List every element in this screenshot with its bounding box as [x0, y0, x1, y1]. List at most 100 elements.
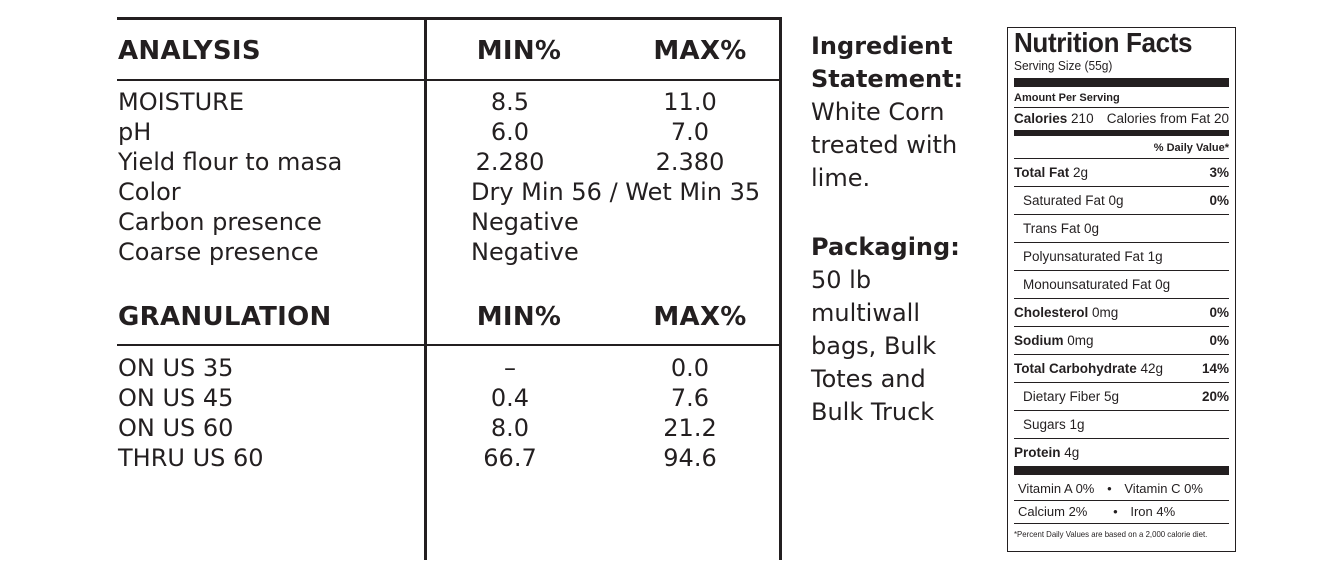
serving-size: Serving Size (55g) [1014, 58, 1113, 73]
total-carb-pct: 14% [1201, 361, 1229, 376]
granulation-header-max: MAX% [653, 302, 747, 332]
monounsaturated-fat-row: Monounsaturated Fat 0g [1014, 271, 1229, 299]
cholesterol-row: Cholesterol 0mg 0% [1014, 299, 1229, 327]
calories-from-fat: Calories from Fat 20 [1106, 111, 1229, 126]
granulation-row-min: – [504, 354, 516, 382]
ingredient-text-line: lime. [811, 164, 871, 192]
granulation-row-label: ON US 60 [118, 414, 234, 442]
column-divider-left [424, 17, 427, 560]
protein-amount: 4g [1064, 445, 1080, 460]
sodium-label: Sodium [1014, 333, 1064, 348]
granulation-header-label: GRANULATION [118, 302, 332, 332]
analysis-row-min: 2.280 [475, 148, 545, 176]
granulation-row-max: 94.6 [663, 444, 717, 472]
granulation-row-min: 0.4 [490, 384, 530, 412]
packaging-text-line: bags, Bulk [811, 332, 937, 360]
saturated-fat-label: Saturated Fat 0g [1023, 193, 1124, 208]
total-fat: Total Fat 2g [1014, 159, 1088, 186]
calories-row: Calories 210 Calories from Fat 20 [1014, 108, 1229, 131]
granulation-row-max: 7.6 [670, 384, 710, 412]
footnote: *Percent Daily Values are based on a 2,0… [1014, 529, 1208, 539]
analysis-row-label: Coarse presence [118, 238, 319, 266]
analysis-row-label: Color [118, 178, 181, 206]
total-fat-row: Total Fat 2g 3% [1014, 159, 1229, 187]
daily-value-header-row: % Daily Value* [1014, 136, 1229, 159]
monounsaturated-fat-label: Monounsaturated Fat 0g [1023, 277, 1171, 292]
packaging-heading: Packaging: [811, 233, 960, 261]
thick-divider [1014, 466, 1229, 475]
protein-row: Protein 4g [1014, 439, 1229, 466]
trans-fat-row: Trans Fat 0g [1014, 215, 1229, 243]
total-carb-row: Total Carbohydrate 42g 14% [1014, 355, 1229, 383]
analysis-row-max: 7.0 [670, 118, 710, 146]
minerals-row: Calcium 2% • Iron 4% [1014, 501, 1229, 524]
analysis-row-label: MOISTURE [118, 88, 244, 116]
granulation-row-max: 21.2 [663, 414, 717, 442]
cholesterol-label: Cholesterol [1014, 305, 1089, 320]
ingredient-heading-line1: Ingredient [811, 32, 953, 60]
daily-value-header: % Daily Value* [1153, 142, 1229, 154]
bullet-separator: • [1113, 504, 1118, 519]
granulation-header-min: MIN% [476, 302, 562, 332]
polyunsaturated-fat-row: Polyunsaturated Fat 1g [1014, 243, 1229, 271]
cholesterol-amount: 0mg [1092, 305, 1119, 320]
protein-label: Protein [1014, 445, 1061, 460]
granulation-row-min: 66.7 [483, 444, 537, 472]
ingredient-statement: Ingredient Statement: White Corn treated… [811, 30, 981, 195]
granulation-row-max: 0.0 [670, 354, 710, 382]
total-carb: Total Carbohydrate 42g [1014, 355, 1163, 382]
dietary-fiber-pct: 20% [1201, 389, 1229, 404]
total-fat-pct: 3% [1209, 165, 1229, 180]
packaging-text-line: 50 lb [811, 266, 872, 294]
ingredient-heading-line2: Statement: [811, 65, 964, 93]
total-fat-amount: 2g [1073, 165, 1089, 180]
analysis-row-min: 6.0 [490, 118, 530, 146]
granulation-header-rule [117, 344, 781, 346]
analysis-row-value: Negative [471, 238, 579, 266]
saturated-fat-pct: 0% [1209, 193, 1229, 208]
vitamin-c: Vitamin C 0% [1124, 481, 1203, 496]
table-top-rule [117, 17, 781, 20]
packaging-text-line: Totes and [811, 365, 926, 393]
granulation-row-label: ON US 35 [118, 354, 234, 382]
nutrition-facts-label: Nutrition Facts Serving Size (55g) Amoun… [1007, 27, 1236, 552]
thick-divider [1014, 78, 1229, 87]
spec-table: ANALYSIS MIN% MAX% MOISTURE 8.5 11.0 pH … [117, 17, 782, 560]
total-carb-label: Total Carbohydrate [1014, 361, 1137, 376]
sugars-row: Sugars 1g [1014, 411, 1229, 439]
granulation-row-label: THRU US 60 [118, 444, 264, 472]
calories: Calories 210 [1014, 108, 1094, 130]
analysis-row-label: pH [118, 118, 152, 146]
cholesterol: Cholesterol 0mg [1014, 299, 1118, 326]
calcium: Calcium 2% [1018, 504, 1088, 519]
analysis-header-max: MAX% [653, 36, 747, 66]
sugars-label: Sugars 1g [1023, 417, 1085, 432]
granulation-row-label: ON US 45 [118, 384, 234, 412]
column-divider-right [779, 17, 782, 560]
ingredient-text-line: White Corn [811, 98, 945, 126]
protein: Protein 4g [1014, 439, 1079, 466]
analysis-row-label: Yield flour to masa [118, 148, 343, 176]
amount-per-serving: Amount Per Serving [1014, 87, 1229, 108]
total-carb-amount: 42g [1140, 361, 1164, 376]
nutrition-facts-title: Nutrition Facts [1014, 27, 1193, 58]
total-fat-label: Total Fat [1014, 165, 1070, 180]
analysis-row-max: 2.380 [655, 148, 725, 176]
calories-value: 210 [1071, 111, 1094, 126]
packaging-statement: Packaging: 50 lb multiwall bags, Bulk To… [811, 231, 981, 429]
iron: Iron 4% [1130, 504, 1176, 519]
analysis-row-label: Carbon presence [118, 208, 322, 236]
sodium-amount: 0mg [1067, 333, 1094, 348]
vitamins-row: Vitamin A 0% • Vitamin C 0% [1014, 478, 1229, 501]
packaging-text-line: Bulk Truck [811, 398, 935, 426]
analysis-row-min: 8.5 [490, 88, 530, 116]
bullet-separator: • [1107, 481, 1112, 496]
analysis-header-rule [117, 79, 781, 81]
analysis-row-value: Negative [471, 208, 579, 236]
vitamin-a: Vitamin A 0% [1018, 481, 1095, 496]
saturated-fat-row: Saturated Fat 0g 0% [1014, 187, 1229, 215]
cholesterol-pct: 0% [1209, 305, 1229, 320]
analysis-row-value: Dry Min 56 / Wet Min 35 [471, 178, 761, 206]
trans-fat-label: Trans Fat 0g [1023, 221, 1100, 236]
analysis-row-max: 11.0 [663, 88, 717, 116]
